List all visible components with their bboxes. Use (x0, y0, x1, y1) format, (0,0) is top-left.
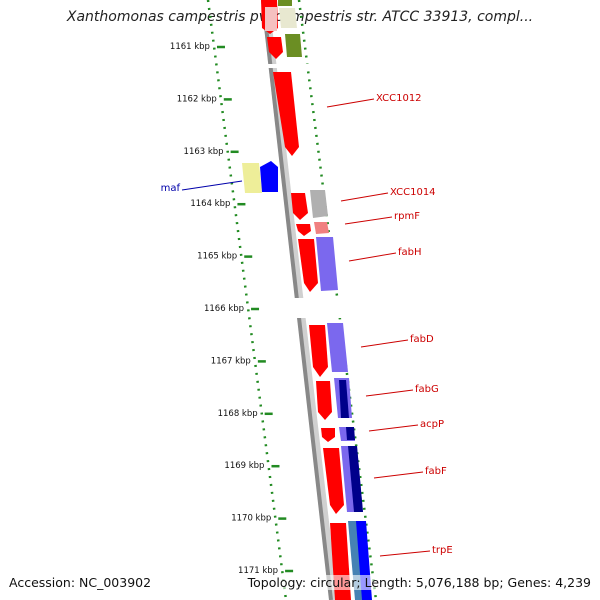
gene-block[interactable] (267, 37, 283, 59)
cog-block (278, 0, 292, 6)
cog-block (316, 237, 338, 291)
outer-dotted-ring (297, 0, 378, 600)
gene-label-xcc1014[interactable]: XCC1014 (390, 187, 436, 198)
gene-label-fabf[interactable]: fabF (425, 466, 447, 477)
scale-tick-label: 1166 kbp (204, 304, 244, 314)
gene-label-rpmf[interactable]: rpmF (394, 211, 420, 222)
gene-label-fabh[interactable]: fabH (398, 247, 422, 258)
gene-label-leader (373, 471, 424, 479)
scale-tick-label: 1168 kbp (218, 409, 258, 419)
gene-block[interactable] (323, 448, 344, 514)
gene-block[interactable] (296, 224, 311, 236)
gene-label-leader (360, 339, 409, 348)
gene-block[interactable] (298, 239, 318, 292)
scale-tick-label: 1162 kbp (177, 94, 217, 104)
gene-labels: XCC1012 XCC1014 rpmF fabH fabD fabG acpP fabF tr… (161, 93, 453, 557)
cog-block (339, 380, 349, 418)
gene-block[interactable] (321, 428, 335, 442)
gene-block[interactable] (291, 193, 308, 220)
scale-ticks: 1161 kbp 1162 kbp 1163 kbp 1164 kbp 1165 kbp… (170, 42, 294, 576)
cog-block (242, 163, 262, 193)
scale-tick-label: 1170 kbp (231, 514, 271, 524)
cog-block (346, 427, 355, 440)
cog-block (279, 8, 297, 28)
scale-tick-label: 1161 kbp (170, 42, 210, 52)
cog-block (310, 190, 328, 218)
gene-label-leader (365, 389, 414, 397)
gene-label-maf[interactable]: maf (161, 183, 181, 194)
gene-block[interactable] (273, 72, 299, 156)
accession-label: Accession: NC_003902 (9, 575, 152, 590)
gene-label-leader (348, 252, 397, 262)
gene-label-fabg[interactable]: fabG (415, 384, 439, 395)
gene-block[interactable] (316, 381, 332, 420)
gene-label-leader (181, 180, 243, 191)
gene-label-acpp[interactable]: acpP (420, 419, 444, 430)
gene-label-trpe[interactable]: trpE (432, 545, 453, 556)
scale-tick-label: 1164 kbp (190, 199, 230, 209)
track-separators (255, 64, 350, 318)
cog-block (265, 7, 277, 31)
scale-tick-label: 1167 kbp (211, 356, 251, 366)
cog-block (327, 323, 348, 372)
gene-block[interactable] (309, 325, 328, 377)
scale-tick-label: 1169 kbp (224, 461, 264, 471)
scale-tick-label: 1165 kbp (197, 252, 237, 262)
gene-label-leader (368, 424, 419, 432)
gene-label-leader (344, 216, 393, 225)
gene-label-leader (379, 550, 431, 557)
cog-block (314, 222, 329, 234)
cog-block (348, 446, 363, 512)
inner-dotted-ring (206, 0, 288, 600)
gene-label-leader (326, 98, 375, 108)
cog-block (260, 161, 278, 192)
cog-block (285, 34, 302, 57)
scale-tick-label: 1171 kbp (238, 566, 278, 576)
gene-label-leader (340, 192, 389, 202)
maf-gene-blocks (242, 161, 278, 193)
gene-label-fabd[interactable]: fabD (410, 334, 434, 345)
gene-label-xcc1012[interactable]: XCC1012 (376, 93, 422, 104)
scale-tick-label: 1163 kbp (184, 147, 224, 157)
genome-summary: Topology: circular; Length: 5,076,188 bp… (247, 575, 591, 590)
